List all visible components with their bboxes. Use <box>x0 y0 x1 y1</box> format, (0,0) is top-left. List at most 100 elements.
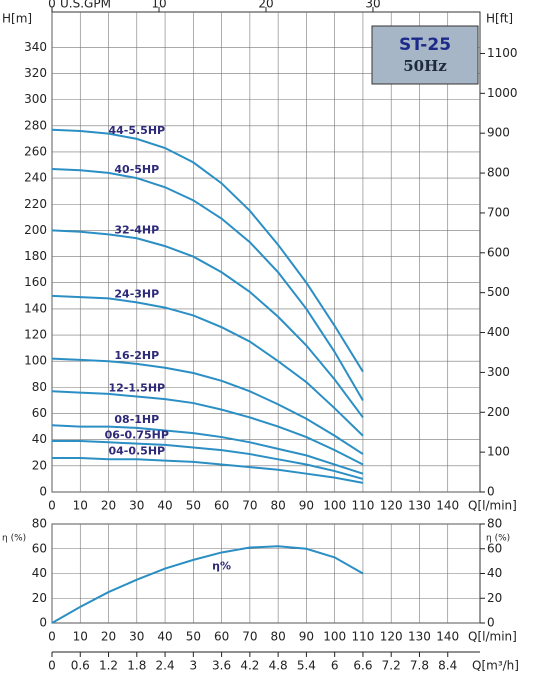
y-tick-label: 280 <box>24 118 47 132</box>
x-tick-label: 70 <box>242 630 257 644</box>
x-tick-label: 130 <box>408 499 431 513</box>
y2-tick-label: 0 <box>487 616 495 630</box>
x-tick-label: 0 <box>48 499 56 513</box>
x-axis-label: Q[l/min] <box>468 630 517 644</box>
y-tick-label: 40 <box>32 432 47 446</box>
y-tick-label: 160 <box>24 275 47 289</box>
y-tick-label: 80 <box>32 380 47 394</box>
y-tick-label: 200 <box>24 223 47 237</box>
x-tick-label: 110 <box>351 630 374 644</box>
bottom-tick-label: 1.8 <box>127 659 146 673</box>
x-tick-label: 60 <box>214 630 229 644</box>
x-tick-label: 10 <box>73 499 88 513</box>
bottom-tick-label: 7.8 <box>410 659 429 673</box>
top-tick-label: 20 <box>258 0 273 11</box>
bottom-tick-label: 0 <box>48 659 56 673</box>
x-tick-label: 30 <box>129 630 144 644</box>
bottom-tick-label: 6 <box>331 659 339 673</box>
y2-tick-label: 20 <box>487 591 502 605</box>
bottom-tick-label: 7.2 <box>382 659 401 673</box>
y2-tick-label: 300 <box>487 365 510 379</box>
y-tick-label: 300 <box>24 92 47 106</box>
x-tick-label: 30 <box>129 499 144 513</box>
series-label: η% <box>212 559 231 572</box>
y2-axis-label: H[ft] <box>486 12 513 26</box>
y-tick-label: 0 <box>39 616 47 630</box>
y-tick-label: 140 <box>24 301 47 315</box>
x-tick-label: 10 <box>73 630 88 644</box>
y2-tick-label: 1100 <box>487 46 518 60</box>
bottom-tick-label: 3.6 <box>212 659 231 673</box>
bottom-tick-label: 6.6 <box>353 659 372 673</box>
series-label: 12-1.5HP <box>108 382 165 395</box>
x-tick-label: 20 <box>101 630 116 644</box>
top-tick-label: 30 <box>365 0 380 11</box>
x-axis-label: Q[l/min] <box>468 499 517 513</box>
x-tick-label: 40 <box>157 499 172 513</box>
series-label: 40-5HP <box>114 163 159 176</box>
x-tick-label: 110 <box>351 499 374 513</box>
bottom-tick-label: 1.2 <box>99 659 118 673</box>
x-tick-label: 50 <box>186 630 201 644</box>
bottom-tick-label: 8.4 <box>438 659 457 673</box>
curve <box>51 167 364 401</box>
x-tick-label: 90 <box>299 630 314 644</box>
bottom-tick-label: 5.4 <box>297 659 316 673</box>
series-label: 24-3HP <box>114 287 159 300</box>
curve <box>51 545 364 624</box>
curve <box>52 439 364 480</box>
y2-tick-label: 80 <box>487 517 502 531</box>
x-tick-label: 130 <box>408 630 431 644</box>
bottom-tick-label: 4.2 <box>240 659 259 673</box>
curve <box>51 424 364 475</box>
bottom-tick-label: 4.8 <box>269 659 288 673</box>
x-tick-label: 80 <box>270 630 285 644</box>
y2-tick-label: 400 <box>487 325 510 339</box>
curve <box>52 456 364 484</box>
y-tick-label: 100 <box>24 354 47 368</box>
y2-tick-label: 700 <box>487 205 510 219</box>
x-tick-label: 60 <box>214 499 229 513</box>
y-tick-label: 60 <box>32 406 47 420</box>
series-label: 44-5.5HP <box>108 124 165 137</box>
y2-tick-label: 200 <box>487 405 510 419</box>
x-tick-label: 90 <box>299 499 314 513</box>
y-tick-label: 180 <box>24 249 47 263</box>
series-label: 16-2HP <box>114 349 159 362</box>
y-tick-label: 80 <box>32 517 47 531</box>
curve <box>51 229 364 419</box>
x-tick-label: 140 <box>436 630 459 644</box>
y-tick-label: 120 <box>24 328 47 342</box>
y2-tick-label: 600 <box>487 245 510 259</box>
y2-tick-label: 100 <box>487 445 510 459</box>
chart-subtitle: 50Hz <box>403 57 447 75</box>
x-tick-label: 120 <box>380 499 403 513</box>
top-tick-label: 0 <box>48 0 56 11</box>
y-tick-label: 40 <box>32 566 47 580</box>
y2-tick-label: 40 <box>487 566 502 580</box>
y-tick-label: 20 <box>32 458 47 472</box>
y-tick-label: 260 <box>24 144 47 158</box>
y2-tick-label: 800 <box>487 166 510 180</box>
x-tick-label: 70 <box>242 499 257 513</box>
top-axis-label: U.S.GPM <box>60 0 111 11</box>
x-tick-label: 20 <box>101 499 116 513</box>
y2-axis-label: η (%) <box>486 534 510 544</box>
x-tick-label: 100 <box>323 499 346 513</box>
y2-tick-label: 60 <box>487 541 502 555</box>
x-tick-label: 140 <box>436 499 459 513</box>
chart-title: ST-25 <box>399 35 451 55</box>
y-tick-label: 60 <box>32 541 47 555</box>
y2-tick-label: 900 <box>487 126 510 140</box>
y2-tick-label: 500 <box>487 285 510 299</box>
series-label: 04-0.5HP <box>108 444 165 457</box>
top-tick-label: 10 <box>151 0 166 11</box>
curve <box>51 390 364 466</box>
y-tick-label: 220 <box>24 197 47 211</box>
curve <box>51 357 364 455</box>
x-tick-label: 50 <box>186 499 201 513</box>
x-tick-label: 80 <box>270 499 285 513</box>
x-tick-label: 40 <box>157 630 172 644</box>
model-box <box>371 25 479 85</box>
